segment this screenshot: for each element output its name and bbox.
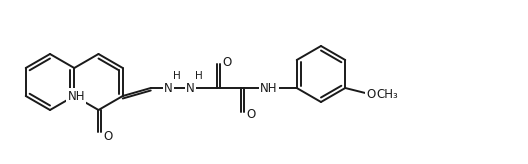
Text: N: N — [186, 82, 195, 94]
Text: NH: NH — [68, 90, 85, 102]
Text: N: N — [164, 82, 173, 94]
Text: CH₃: CH₃ — [376, 88, 398, 101]
Text: H: H — [195, 71, 203, 81]
Text: O: O — [222, 55, 231, 69]
Text: NH: NH — [260, 82, 278, 94]
Text: O: O — [104, 130, 113, 143]
Text: O: O — [246, 107, 256, 121]
Text: H: H — [173, 71, 181, 81]
Text: O: O — [366, 88, 376, 101]
